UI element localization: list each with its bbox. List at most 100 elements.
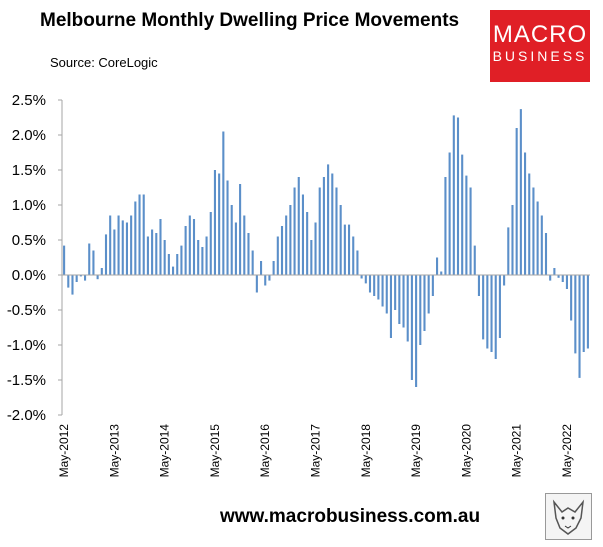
bar bbox=[507, 227, 510, 275]
bar bbox=[536, 201, 539, 275]
bar bbox=[368, 275, 372, 293]
bar bbox=[172, 266, 175, 275]
bar bbox=[314, 222, 317, 275]
bar bbox=[402, 275, 405, 328]
bar bbox=[528, 173, 531, 275]
chart-title: Melbourne Monthly Dwelling Price Movemen… bbox=[40, 10, 460, 31]
y-tick-label: 2.5% bbox=[12, 92, 46, 109]
bar bbox=[209, 212, 212, 275]
bar bbox=[130, 215, 133, 275]
bar bbox=[373, 275, 376, 296]
y-tick-label: 2.0% bbox=[12, 127, 46, 144]
bar bbox=[419, 275, 422, 345]
y-tick-label: 0.5% bbox=[12, 232, 46, 249]
bar bbox=[360, 275, 363, 279]
x-tick-label: May-2018 bbox=[359, 424, 373, 478]
bar bbox=[423, 275, 426, 331]
bar bbox=[532, 187, 535, 275]
bar bbox=[519, 109, 522, 275]
bar bbox=[239, 184, 242, 275]
bar bbox=[343, 224, 346, 275]
bar bbox=[339, 205, 342, 275]
bar bbox=[138, 194, 141, 275]
bar bbox=[477, 275, 480, 296]
bar bbox=[293, 187, 296, 275]
bar bbox=[553, 268, 556, 275]
logo-line-1: MACRO bbox=[492, 21, 588, 48]
bar bbox=[322, 177, 325, 275]
bar bbox=[494, 275, 497, 359]
bar bbox=[297, 177, 300, 275]
bar bbox=[456, 117, 460, 275]
bar bbox=[431, 275, 434, 296]
bar bbox=[222, 131, 225, 275]
bar bbox=[142, 194, 145, 275]
bar bbox=[406, 275, 409, 342]
bar bbox=[109, 215, 112, 275]
bar bbox=[364, 275, 367, 284]
bar bbox=[268, 275, 271, 281]
bar bbox=[226, 180, 229, 275]
bar bbox=[331, 173, 334, 275]
bar bbox=[515, 128, 518, 275]
bar bbox=[96, 275, 99, 280]
bar bbox=[574, 275, 577, 354]
bar bbox=[71, 275, 74, 295]
bar bbox=[301, 194, 304, 275]
bar bbox=[565, 275, 568, 289]
bar bbox=[586, 275, 589, 349]
bar bbox=[113, 229, 116, 275]
bar bbox=[318, 187, 321, 275]
x-tick-label: May-2021 bbox=[510, 424, 524, 478]
y-tick-label: -1.0% bbox=[7, 337, 46, 354]
bar bbox=[280, 226, 284, 275]
bar bbox=[146, 236, 149, 275]
bar bbox=[381, 275, 384, 307]
bar bbox=[151, 229, 154, 275]
x-tick-label: May-2020 bbox=[459, 424, 473, 478]
bar bbox=[272, 261, 275, 275]
bar bbox=[213, 170, 216, 275]
bar bbox=[389, 275, 392, 338]
x-tick-label: May-2015 bbox=[208, 424, 222, 478]
bar bbox=[486, 275, 489, 349]
bar bbox=[184, 226, 187, 275]
bar bbox=[352, 236, 355, 275]
x-tick-label: May-2012 bbox=[57, 424, 71, 478]
bar bbox=[176, 254, 179, 275]
bar bbox=[440, 271, 443, 275]
x-tick-label: May-2017 bbox=[309, 424, 323, 478]
y-tick-label: 1.0% bbox=[12, 197, 46, 214]
bar bbox=[348, 224, 351, 275]
x-tick-label: May-2016 bbox=[258, 424, 272, 478]
bar bbox=[356, 250, 359, 275]
bar bbox=[84, 275, 87, 281]
bar bbox=[100, 268, 103, 275]
bar bbox=[511, 205, 514, 275]
bar bbox=[159, 219, 162, 275]
bar bbox=[469, 187, 472, 275]
bar bbox=[461, 154, 464, 275]
bar bbox=[75, 275, 78, 282]
bar bbox=[260, 261, 263, 275]
bar bbox=[134, 201, 137, 275]
bar bbox=[427, 275, 430, 314]
bar bbox=[117, 215, 120, 275]
bar bbox=[276, 236, 279, 275]
bar bbox=[234, 222, 237, 275]
y-tick-label: -0.5% bbox=[7, 302, 46, 319]
bar bbox=[549, 275, 552, 281]
logo-line-2: BUSINESS bbox=[492, 48, 588, 64]
bar bbox=[243, 215, 246, 275]
bar bbox=[230, 205, 233, 275]
bar bbox=[394, 275, 397, 310]
bar bbox=[67, 275, 70, 288]
bar bbox=[578, 275, 581, 378]
x-tick-label: May-2019 bbox=[409, 424, 423, 478]
bar bbox=[410, 275, 413, 380]
bar bbox=[444, 177, 447, 275]
bar bbox=[482, 275, 485, 340]
bar bbox=[327, 164, 330, 275]
bar bbox=[155, 233, 158, 275]
bar bbox=[104, 234, 108, 275]
